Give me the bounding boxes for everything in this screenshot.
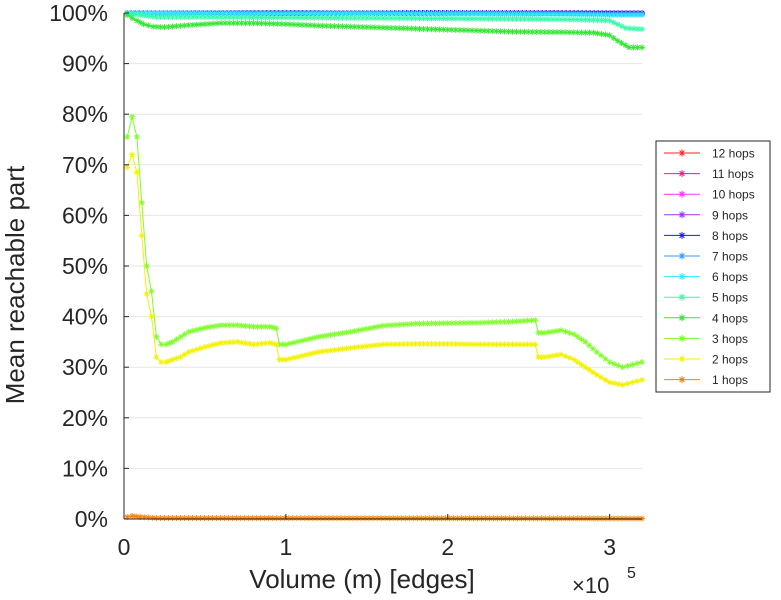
legend-swatch-marker [678,190,686,198]
series-markers [124,151,645,388]
series-markers [124,512,645,522]
legend-swatch-marker [678,273,686,281]
series-line [126,153,643,386]
x-multiplier-exponent: 5 [627,565,636,582]
legend-item: 9 hops [664,208,748,222]
y-tick-label: 30% [62,354,108,380]
series-line [126,116,643,368]
series-markers [124,12,645,51]
y-tick-label: 0% [75,506,108,532]
legend-item: 12 hops [664,147,755,161]
legend-swatch-marker [678,252,686,260]
legend-swatch-marker [678,355,686,363]
legend-swatch-marker [678,149,686,157]
y-tick-label: 80% [62,101,108,127]
x-tick-label: 2 [441,534,454,560]
x-tick-label: 0 [118,534,131,560]
legend-swatch-marker [678,231,686,239]
legend-item: 1 hops [664,373,748,387]
legend-swatch-marker [678,376,686,384]
x-tick-label: 3 [603,534,616,560]
y-axis-label: Mean reachable part [0,165,30,404]
legend-item: 7 hops [664,250,748,264]
legend-item: 10 hops [664,188,755,202]
y-tick-label: 90% [62,51,108,77]
gridlines [124,12,642,520]
series-4-hops [124,12,645,51]
legend-label: 11 hops [712,167,754,181]
legend-label: 8 hops [712,229,748,243]
series-2-hops [124,151,645,388]
legend-item: 5 hops [664,291,748,305]
series-markers [124,113,645,371]
legend-item: 4 hops [664,311,748,325]
x-tick-label: 1 [279,534,292,560]
legend-item: 2 hops [664,353,748,367]
series-3-hops [124,113,645,371]
series-6-hops [124,10,645,19]
legend-item: 3 hops [664,332,748,346]
series-lines [124,10,645,522]
y-tick-label: 20% [62,405,108,431]
legend-swatch-marker [678,314,686,322]
legend-swatch-marker [678,293,686,301]
legend-box [655,140,771,393]
legend-label: 7 hops [712,250,748,264]
legend-label: 9 hops [712,208,748,222]
y-tick-label: 10% [62,455,108,481]
legend-item: 6 hops [664,270,748,284]
legend-label: 12 hops [712,147,755,161]
legend-swatch-marker [678,211,686,219]
y-tick-label: 70% [62,152,108,178]
legend-label: 3 hops [712,332,748,346]
y-tick-label: 100% [49,0,108,26]
tick-labels: 0% 10% 20% 30% 40% 50% 60% 70% 80% 90% 100% 0 1 2 3 [49,0,616,560]
legend-label: 5 hops [712,291,748,305]
x-multiplier-base: ×10 [572,573,609,598]
y-tick-label: 50% [62,253,108,279]
legend-label: 2 hops [712,353,748,367]
legend-label: 10 hops [712,188,755,202]
legend-swatch-marker [678,334,686,342]
legend-label: 1 hops [712,373,748,387]
legend: 12 hops 11 hops 10 hops 9 hops 8 hops 7 hops 6… [655,140,771,393]
x-multiplier: ×10 5 [572,565,636,598]
legend-item: 8 hops [664,229,748,243]
legend-label: 6 hops [712,270,748,284]
series-1-hops [124,512,645,522]
legend-item: 11 hops [664,167,754,181]
legend-swatch-marker [678,170,686,178]
x-axis-label: Volume (m) [edges] [249,564,474,594]
y-tick-label: 60% [62,202,108,228]
y-tick-label: 40% [62,304,108,330]
legend-label: 4 hops [712,311,748,325]
